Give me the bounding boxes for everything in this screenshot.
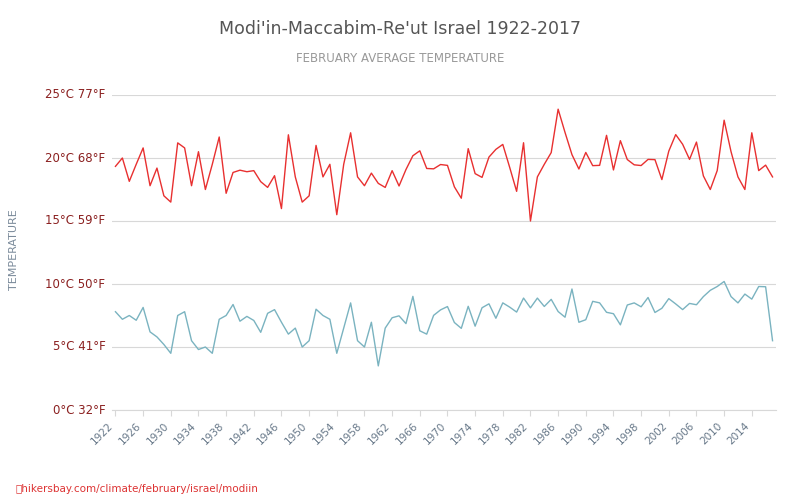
Text: 10°C 50°F: 10°C 50°F bbox=[46, 278, 106, 290]
Text: TEMPERATURE: TEMPERATURE bbox=[10, 210, 19, 290]
Text: 0°C 32°F: 0°C 32°F bbox=[53, 404, 106, 416]
Text: 20°C 68°F: 20°C 68°F bbox=[46, 152, 106, 164]
Text: 15°C 59°F: 15°C 59°F bbox=[46, 214, 106, 228]
Text: 5°C 41°F: 5°C 41°F bbox=[53, 340, 106, 353]
Text: Modi'in-Maccabim-Re'ut Israel 1922-2017: Modi'in-Maccabim-Re'ut Israel 1922-2017 bbox=[219, 20, 581, 38]
Text: 📍hikersbay.com/climate/february/israel/modiin: 📍hikersbay.com/climate/february/israel/m… bbox=[16, 484, 259, 494]
Text: FEBRUARY AVERAGE TEMPERATURE: FEBRUARY AVERAGE TEMPERATURE bbox=[296, 52, 504, 66]
Text: 25°C 77°F: 25°C 77°F bbox=[45, 88, 106, 102]
